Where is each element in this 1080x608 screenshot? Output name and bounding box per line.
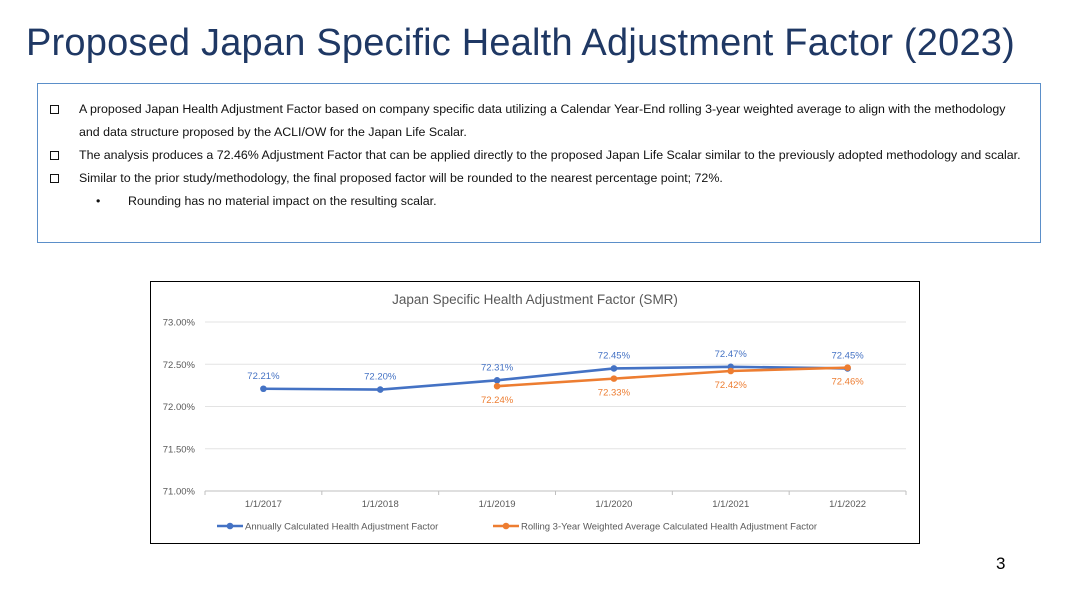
series-line-1 xyxy=(263,365,848,391)
data-label: 72.45% xyxy=(831,350,864,361)
data-label: 72.21% xyxy=(247,371,280,382)
data-point xyxy=(493,382,501,390)
y-tick-label: 72.50% xyxy=(163,360,196,371)
data-label: 72.20% xyxy=(364,372,397,383)
series-line-2 xyxy=(496,366,848,388)
data-point xyxy=(493,377,501,384)
data-point xyxy=(727,367,735,375)
data-label: 72.31% xyxy=(481,362,514,373)
data-point xyxy=(260,385,267,393)
slide-title: Proposed Japan Specific Health Adjustmen… xyxy=(26,22,1015,64)
x-tick-label: 1/1/2019 xyxy=(479,499,516,510)
bullet-item: A proposed Japan Health Adjustment Facto… xyxy=(48,98,1026,144)
data-label: 72.24% xyxy=(481,395,514,406)
data-point xyxy=(610,365,618,372)
data-label: 72.47% xyxy=(715,349,748,360)
bullet-box: A proposed Japan Health Adjustment Facto… xyxy=(37,83,1041,243)
x-tick-label: 1/1/2017 xyxy=(245,499,282,510)
y-tick-label: 71.00% xyxy=(163,487,196,498)
bullet-item: The analysis produces a 72.46% Adjustmen… xyxy=(48,144,1026,167)
legend-label: Annually Calculated Health Adjustment Fa… xyxy=(245,522,438,533)
x-tick-label: 1/1/2021 xyxy=(712,499,749,510)
y-tick-label: 72.00% xyxy=(163,402,196,413)
data-label: 72.33% xyxy=(598,388,631,399)
sub-bullet-item: • Rounding has no material impact on the… xyxy=(48,190,1026,213)
y-tick-label: 73.00% xyxy=(163,318,196,329)
bullet-item: Similar to the prior study/methodology, … xyxy=(48,167,1026,190)
checkbox-bullet-icon xyxy=(50,151,59,160)
data-point xyxy=(376,386,384,393)
x-tick-label: 1/1/2018 xyxy=(362,499,399,510)
line-chart: Japan Specific Health Adjustment Factor … xyxy=(163,292,907,533)
y-tick-label: 71.50% xyxy=(163,444,196,455)
dot-bullet-icon: • xyxy=(96,194,101,208)
bullet-text: Similar to the prior study/methodology, … xyxy=(79,171,723,185)
data-point xyxy=(610,375,618,382)
data-label: 72.46% xyxy=(831,377,864,388)
checkbox-bullet-icon xyxy=(50,105,59,114)
bullet-text: The analysis produces a 72.46% Adjustmen… xyxy=(79,148,1021,162)
chart-frame: Japan Specific Health Adjustment Factor … xyxy=(150,281,920,544)
legend-label: Rolling 3-Year Weighted Average Calculat… xyxy=(521,522,817,533)
bullet-text: A proposed Japan Health Adjustment Facto… xyxy=(79,102,1006,139)
x-tick-label: 1/1/2020 xyxy=(595,499,632,510)
legend-swatch-marker xyxy=(226,522,234,530)
sub-bullet-text: Rounding has no material impact on the r… xyxy=(128,194,437,208)
page-number: 3 xyxy=(996,554,1006,573)
checkbox-bullet-icon xyxy=(50,174,59,183)
x-tick-label: 1/1/2022 xyxy=(829,499,866,510)
data-label: 72.45% xyxy=(598,350,631,361)
data-label: 72.42% xyxy=(715,380,748,391)
data-point xyxy=(844,364,851,371)
chart-title: Japan Specific Health Adjustment Factor … xyxy=(392,292,678,307)
legend-swatch-marker xyxy=(502,522,510,530)
